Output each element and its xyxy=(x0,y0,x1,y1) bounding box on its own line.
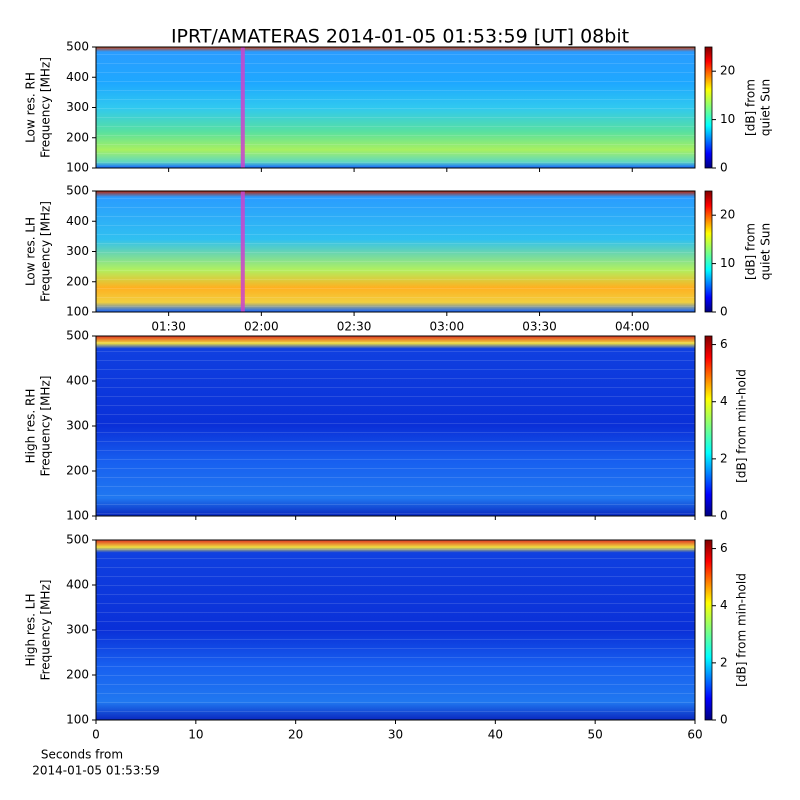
y-tick-label: 400 xyxy=(66,578,89,592)
colorbar-tick-label: 4 xyxy=(720,598,728,612)
colorbar-tick-label: 2 xyxy=(720,655,728,669)
x-tick-label: 60 xyxy=(687,728,702,742)
colorbar-label: quiet Sun xyxy=(759,79,773,136)
y-tick-label: 200 xyxy=(66,668,89,682)
colorbar xyxy=(704,539,713,721)
y-tick-label: 200 xyxy=(66,274,89,288)
x-tick-label: 0 xyxy=(92,728,100,742)
figure-title: IPRT/AMATERAS 2014-01-05 01:53:59 [UT] 0… xyxy=(171,26,629,48)
spectrogram-texture xyxy=(96,336,695,516)
colorbar-label: [dB] from xyxy=(744,79,758,136)
y-tick-label: 400 xyxy=(66,214,89,228)
x-tick-label: 04:00 xyxy=(615,320,650,334)
x-tick-label: 30 xyxy=(388,728,403,742)
colorbar-tick-label: 0 xyxy=(720,713,728,727)
x-tick-label: 01:30 xyxy=(151,320,186,334)
colorbar xyxy=(704,190,713,313)
y-tick-label: 400 xyxy=(66,374,89,388)
y-tick-label: 100 xyxy=(66,509,89,523)
colorbar xyxy=(704,335,713,517)
colorbar-tick-label: 6 xyxy=(720,541,728,555)
colorbar-tick-label: 2 xyxy=(720,451,728,465)
x-tick-label: 02:00 xyxy=(244,320,279,334)
x-tick-label: 10 xyxy=(188,728,203,742)
y-tick-label: 300 xyxy=(66,244,89,258)
colorbar xyxy=(704,46,713,169)
x-tick-label: 02:30 xyxy=(337,320,372,334)
colorbar-tick-label: 0 xyxy=(720,509,728,523)
colorbar-tick-label: 20 xyxy=(720,208,735,222)
colorbar-tick-label: 10 xyxy=(720,256,735,270)
spectrogram-texture xyxy=(96,47,695,168)
colorbar-label: [dB] from min-hold xyxy=(735,369,749,483)
y-tick-label: 400 xyxy=(66,70,89,84)
y-tick-label: 500 xyxy=(66,40,89,54)
colorbar-label: [dB] from xyxy=(744,223,758,280)
colorbar-label: quiet Sun xyxy=(759,223,773,280)
y-tick-label: 300 xyxy=(66,623,89,637)
colorbar-tick-label: 20 xyxy=(720,64,735,78)
y-tick-label: 100 xyxy=(66,161,89,175)
x-tick-label: 03:00 xyxy=(430,320,465,334)
y-tick-label: 300 xyxy=(66,100,89,114)
x-tick-label: 50 xyxy=(588,728,603,742)
colorbar-tick-label: 10 xyxy=(720,112,735,126)
y-axis-label: Frequency [MHz] xyxy=(39,580,53,681)
y-axis-label: High res. RH xyxy=(24,389,38,464)
y-tick-label: 500 xyxy=(66,533,89,547)
spectrogram-texture xyxy=(96,191,695,312)
spectrogram-texture xyxy=(96,540,695,720)
x-tick-label: 40 xyxy=(488,728,503,742)
figure-xlabel: Seconds from xyxy=(41,748,123,762)
y-axis-label: Frequency [MHz] xyxy=(39,376,53,477)
y-axis-label: Frequency [MHz] xyxy=(39,201,53,302)
y-tick-label: 100 xyxy=(66,305,89,319)
y-tick-label: 200 xyxy=(66,464,89,478)
y-tick-label: 500 xyxy=(66,329,89,343)
figure-xlabel: 2014-01-05 01:53:59 xyxy=(32,764,159,778)
y-axis-label: Low res. RH xyxy=(24,72,38,143)
colorbar-tick-label: 0 xyxy=(720,305,728,319)
x-tick-label: 03:30 xyxy=(522,320,557,334)
y-axis-label: Low res. LH xyxy=(24,217,38,286)
colorbar-tick-label: 4 xyxy=(720,394,728,408)
y-tick-label: 100 xyxy=(66,713,89,727)
x-tick-label: 20 xyxy=(288,728,303,742)
y-axis-label: Frequency [MHz] xyxy=(39,57,53,158)
colorbar-tick-label: 0 xyxy=(720,161,728,175)
y-axis-label: High res. LH xyxy=(24,593,38,666)
colorbar-tick-label: 6 xyxy=(720,337,728,351)
y-tick-label: 300 xyxy=(66,419,89,433)
colorbar-label: [dB] from min-hold xyxy=(735,573,749,687)
y-tick-label: 500 xyxy=(66,184,89,198)
y-tick-label: 200 xyxy=(66,130,89,144)
